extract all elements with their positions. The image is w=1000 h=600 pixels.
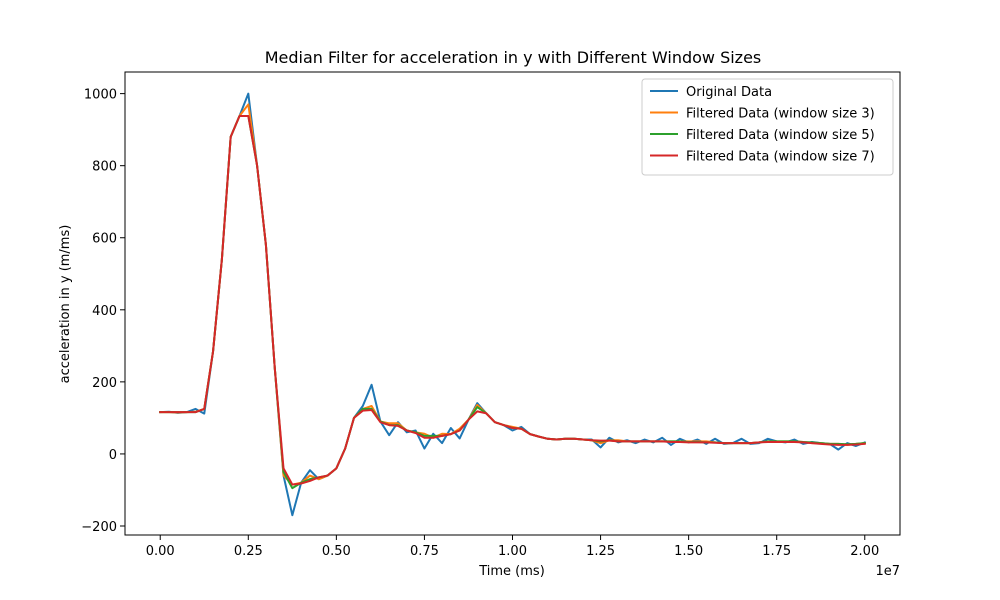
x-tick-label: 1.75 (762, 544, 791, 559)
x-axis-ticks: 0.00 0.25 0.50 0.75 1.00 1.25 1.50 1.75 2.00 (146, 535, 879, 559)
plot-series-group (159, 92, 867, 517)
legend-box (641, 78, 894, 176)
y-tick-label: 0 (109, 448, 117, 463)
x-tick-label: 0.00 (146, 544, 175, 559)
x-tick-label: 0.50 (322, 544, 351, 559)
x-tick-label: 2.00 (850, 544, 879, 559)
x-tick-label: 0.25 (234, 544, 263, 559)
y-tick-label: 1000 (84, 88, 117, 103)
y-tick-label: 400 (92, 304, 117, 319)
series-line-4 (159, 114, 866, 486)
x-tick-label: 1.25 (586, 544, 615, 559)
x-tick-label: 1.50 (674, 544, 703, 559)
y-tick-label: 600 (92, 232, 117, 247)
x-axis-label: Time (ms) (478, 564, 545, 579)
chart-title: Median Filter for acceleration in y with… (265, 48, 762, 67)
legend-label: Filtered Data (window size 7) (686, 150, 875, 165)
y-tick-label: −200 (81, 520, 117, 535)
legend: Original Data Filtered Data (window size … (641, 78, 894, 176)
y-axis-ticks: −200 0 200 400 600 800 1000 (81, 88, 125, 535)
x-tick-label: 0.75 (410, 544, 439, 559)
legend-label: Filtered Data (window size 3) (686, 107, 875, 122)
y-tick-label: 200 (92, 376, 117, 391)
x-tick-label: 1.00 (498, 544, 527, 559)
legend-label: Original Data (686, 85, 772, 100)
x-axis-offset-text: 1e7 (875, 564, 900, 579)
y-tick-label: 800 (92, 160, 117, 175)
legend-label: Filtered Data (window size 5) (686, 128, 875, 143)
y-axis-label: acceleration in y (m/ms) (58, 225, 73, 384)
